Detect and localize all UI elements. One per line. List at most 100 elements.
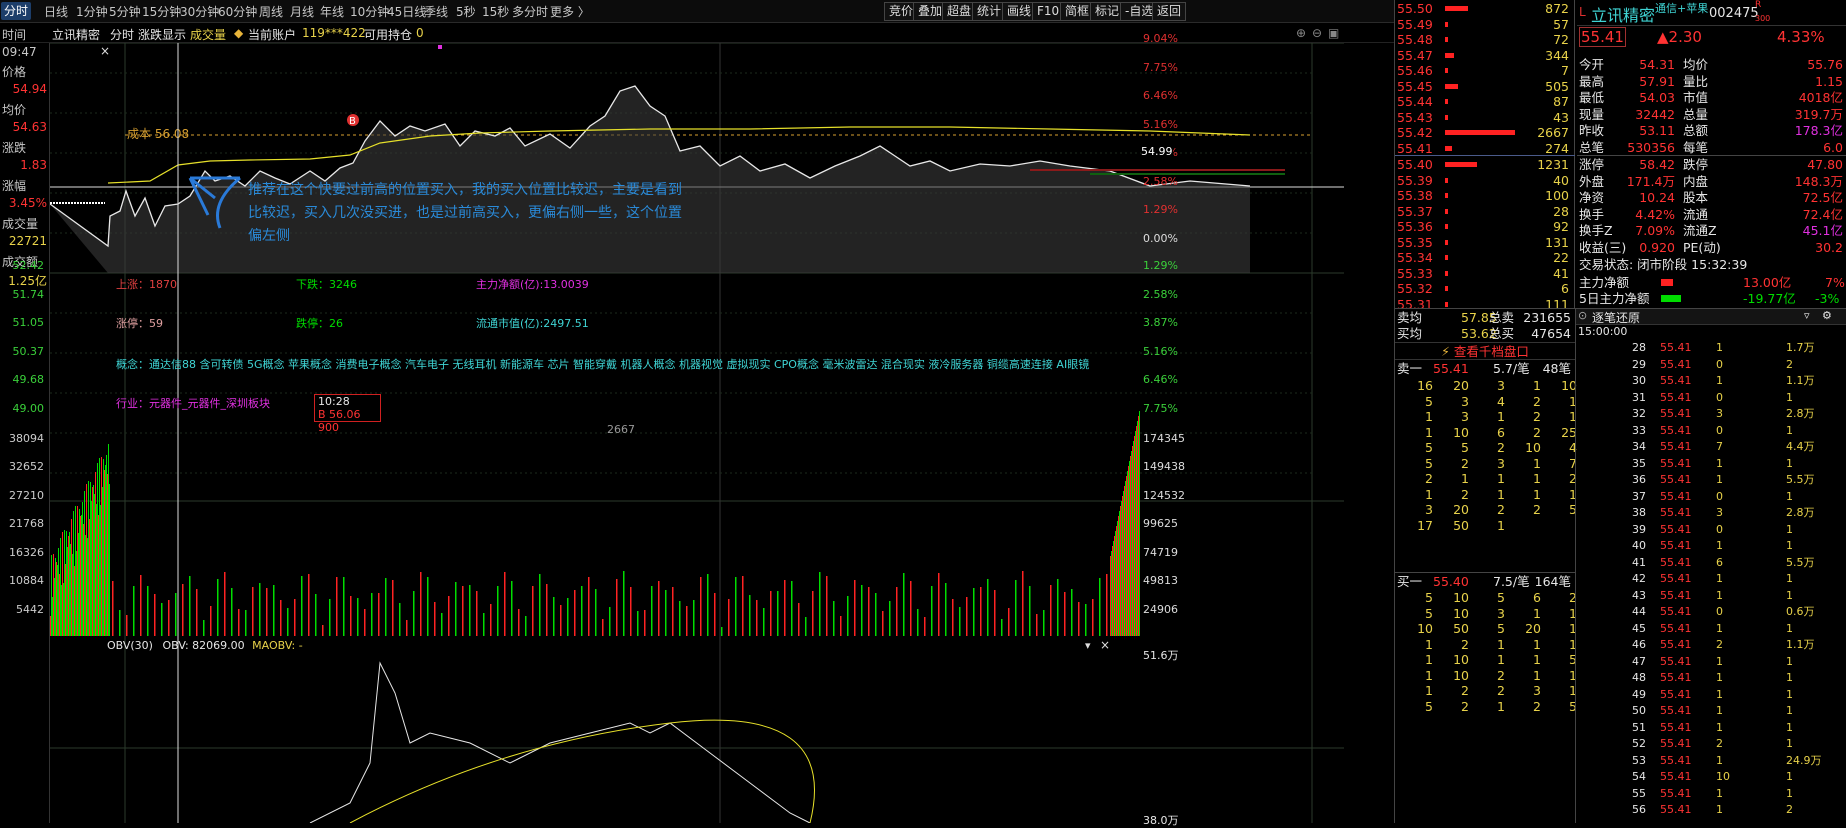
stat-label: 每笔: [1683, 139, 1709, 155]
tick-second: 39: [1632, 522, 1646, 536]
orderbook-level[interactable]: 55.40 1231: [1397, 156, 1573, 174]
volume-bar: [57, 565, 58, 636]
orderbook-level[interactable]: 55.39 40: [1397, 172, 1573, 190]
cursor-time: 09:47: [2, 45, 37, 59]
orderbook-level[interactable]: 55.38 100: [1397, 187, 1573, 205]
tab-11[interactable]: 45日线: [387, 5, 427, 19]
toolbar-button-1[interactable]: 叠加: [913, 2, 948, 21]
stock-name[interactable]: 立讯精密: [52, 28, 101, 42]
volume-indicator[interactable]: 成交量: [190, 28, 227, 42]
orderbook-level[interactable]: 55.48 72: [1397, 31, 1573, 49]
orderbook-level[interactable]: 55.33 41: [1397, 265, 1573, 283]
orderbook-level[interactable]: 55.31 111: [1397, 296, 1573, 314]
tab-7[interactable]: 周线: [259, 5, 284, 19]
quote-panel: 55.50 872 55.49 57 55.48 72 55.47 344 55.46 7 55.4…: [1394, 0, 1846, 823]
volume-bar: [91, 501, 92, 636]
volume-bar: [420, 572, 422, 636]
queue-cell: 2: [1569, 471, 1577, 486]
chg-label: 涨跌: [2, 141, 27, 155]
toolbar-button-5[interactable]: F10: [1032, 2, 1065, 21]
volume-bars: [50, 411, 1140, 636]
tab-4[interactable]: 15分钟: [142, 5, 182, 19]
toolbar-button-8[interactable]: -自选: [1120, 2, 1159, 21]
zd-toggle[interactable]: 涨跌显示: [138, 28, 187, 42]
orderbook-level[interactable]: 55.37 28: [1397, 203, 1573, 221]
concept-list[interactable]: 概念：通达信88 含可转债 5G概念 苹果概念 消费电子概念 汽车电子 无线耳机…: [116, 358, 1090, 371]
tab-0[interactable]: 分时: [1, 2, 32, 20]
level-bar: [1445, 145, 1453, 151]
zoom-in-icon[interactable]: ⊕: [1296, 26, 1307, 40]
tick-collapse-icon[interactable]: ⊙: [1578, 309, 1588, 322]
tick-volume: 2: [1716, 638, 1723, 651]
volume-bar: [1106, 574, 1108, 636]
toolbar-button-7[interactable]: 标记: [1090, 2, 1125, 21]
toolbar-button-4[interactable]: 画线: [1002, 2, 1037, 21]
orderbook-level[interactable]: 55.45 505: [1397, 78, 1573, 96]
toolbar-button-9[interactable]: 返回: [1152, 2, 1187, 21]
avg-value: 54.63: [12, 120, 47, 134]
industry-label[interactable]: 行业：元器件_元器件_深圳板块: [116, 397, 270, 410]
tab-13[interactable]: 5秒: [456, 5, 476, 19]
orderbook-level[interactable]: 55.32 6: [1397, 280, 1573, 298]
tab-2[interactable]: 1分钟: [76, 5, 108, 19]
buy-marker[interactable]: [347, 114, 359, 126]
volume-bar: [93, 485, 94, 636]
price-axis-left-3: 50.37: [12, 345, 45, 358]
tab-14[interactable]: 15秒: [482, 5, 510, 19]
tab-10[interactable]: 10分钟: [350, 5, 390, 19]
volume-bar: [903, 573, 905, 636]
orderbook-level[interactable]: 55.42 2667: [1397, 124, 1573, 142]
orderbook-level[interactable]: 55.50 872: [1397, 0, 1573, 18]
zoom-out-icon[interactable]: ⊖: [1312, 26, 1323, 40]
tick-row: 31 55.41 0 1: [1576, 390, 1846, 406]
level-bar: [1445, 37, 1448, 42]
tab-3[interactable]: 5分钟: [109, 5, 141, 19]
amt-value: 1.25亿: [8, 274, 47, 288]
obv-value: OBV: 82069.00: [162, 639, 245, 652]
main5-row: 5日主力净额 -19.77亿 -3%: [1579, 290, 1846, 308]
volume-bar: [1129, 461, 1130, 636]
trade-tooltip-time: 10:28: [318, 395, 350, 408]
orderbook-level[interactable]: 55.47 344: [1397, 47, 1573, 65]
orderbook-level[interactable]: 55.49 57: [1397, 16, 1573, 34]
pct-axis-down-3: 5.16%: [1143, 345, 1178, 358]
level-price: 55.38: [1397, 188, 1433, 203]
tab-8[interactable]: 月线: [290, 5, 315, 19]
stat-value: 6.0: [1823, 139, 1843, 155]
volume-bar: [1115, 531, 1116, 636]
tab-12[interactable]: 季线: [424, 5, 449, 19]
toolbar-button-3[interactable]: 统计: [972, 2, 1007, 21]
price-value: 54.94: [12, 82, 47, 96]
tab-1[interactable]: 日线: [44, 5, 69, 19]
volume-bar: [287, 608, 289, 636]
tick-settings-icon[interactable]: ⚙: [1822, 309, 1832, 322]
orderbook-level[interactable]: 55.46 7: [1397, 62, 1573, 80]
level-volume: 1231: [1537, 157, 1569, 172]
orderbook-level[interactable]: 55.36 92: [1397, 218, 1573, 236]
tick-volume: 0: [1716, 423, 1723, 437]
level-volume: 872: [1545, 1, 1569, 16]
intraday-chart[interactable]: 成本 56.08 B ▾ × ×: [50, 43, 1344, 823]
mode-label[interactable]: 分时: [110, 28, 135, 42]
ten-level-button[interactable]: ⚡ 查看千档盘口: [1395, 342, 1575, 360]
orderbook-level[interactable]: 55.34 22: [1397, 249, 1573, 267]
tab-15[interactable]: 多分时: [512, 5, 549, 19]
tab-6[interactable]: 60分钟: [218, 5, 258, 19]
queue-cell: 1: [1497, 636, 1505, 652]
tab-9[interactable]: 年线: [320, 5, 345, 19]
tick-row: 48 55.41 1 1: [1576, 670, 1846, 686]
toolbar-button-2[interactable]: 超盘: [942, 2, 977, 21]
stock-title[interactable]: 立讯精密: [1591, 6, 1656, 25]
level-price: 55.31: [1397, 296, 1433, 312]
tab-5[interactable]: 30分钟: [180, 5, 220, 19]
tick-filter-icon[interactable]: ▿: [1804, 309, 1810, 322]
orderbook-level[interactable]: 55.35 131: [1397, 234, 1573, 252]
orderbook-level[interactable]: 55.44 87: [1397, 93, 1573, 111]
volume-bar: [1092, 599, 1094, 636]
queue-cell: 3: [1497, 455, 1505, 471]
toolbar-button-6[interactable]: 简框: [1060, 2, 1095, 21]
orderbook-level[interactable]: 55.43 43: [1397, 109, 1573, 127]
layout-icon[interactable]: ▣: [1328, 26, 1340, 40]
orderbook-level[interactable]: 55.41 274: [1397, 140, 1573, 158]
tab-16[interactable]: 更多 〉: [550, 5, 590, 19]
